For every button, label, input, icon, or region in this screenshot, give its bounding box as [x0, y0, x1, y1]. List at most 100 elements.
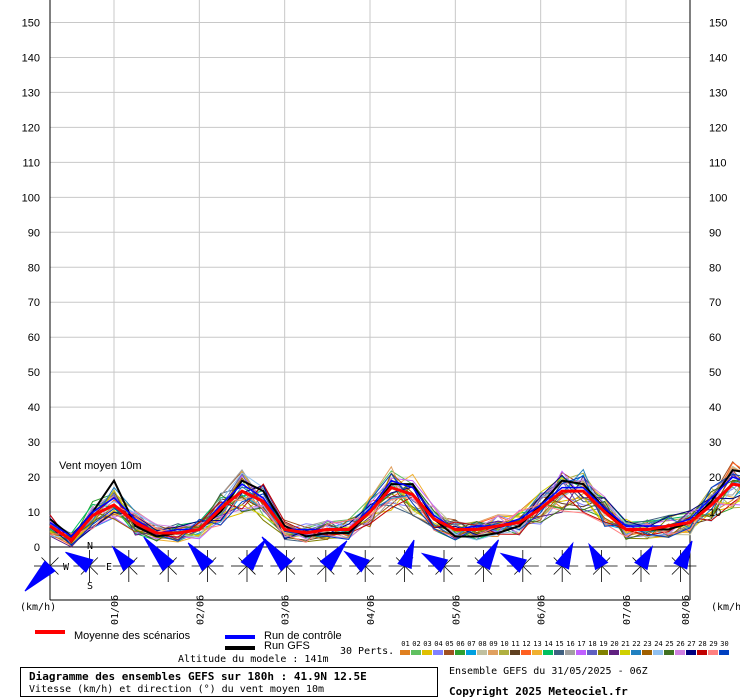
pert-number: 01: [401, 640, 410, 648]
y-tick-label-right: 140: [709, 52, 727, 64]
perts-numbers: 01 02 03 04 05 06 07 08 09 10 11 12 13 14 15 16 17 18 19 20…: [400, 640, 730, 648]
run-info: Ensemble GEFS du 31/05/2025 - 06Z: [449, 666, 648, 677]
y-tick-label-right: 60: [709, 332, 721, 344]
y-tick-label-left: 140: [22, 52, 40, 64]
rose-spoke: [286, 565, 296, 575]
pert-number: 13: [533, 640, 542, 648]
wind-arrow: [24, 560, 56, 592]
y-tick-label-right: 40: [709, 402, 721, 414]
compass-e: E: [106, 562, 112, 573]
wind-rose: [467, 539, 500, 582]
y-tick-label-right: 70: [709, 297, 721, 309]
pert-color: [697, 650, 707, 655]
pert-number: 17: [577, 640, 586, 648]
title-box: Diagramme des ensembles GEFS sur 180h : …: [20, 667, 438, 697]
wind-arrow: [673, 540, 693, 570]
wind-rose: [343, 550, 382, 582]
y-tick-label-left: 110: [22, 157, 40, 169]
wind-rose: [664, 540, 697, 582]
y-tick-label-right: 130: [709, 87, 727, 99]
y-tick-label-left: 0: [34, 542, 40, 554]
pert-number: 23: [643, 640, 652, 648]
pert-number: 15: [555, 640, 564, 648]
wind-arrow: [240, 538, 267, 571]
pert-number: 06: [456, 640, 465, 648]
wind-rose: [65, 550, 106, 582]
pert-color: [488, 650, 498, 655]
legend-control-swatch: [225, 635, 255, 639]
perturbation-line: [49, 490, 740, 543]
pert-color: [543, 650, 553, 655]
rose-spoke: [561, 565, 571, 575]
pert-color: [664, 650, 674, 655]
pert-number: 04: [434, 640, 443, 648]
wind-arrow: [143, 536, 175, 572]
pert-color: [631, 650, 641, 655]
y-tick-label-right: 120: [709, 122, 727, 134]
x-tick-label: 08/06: [681, 595, 692, 625]
pert-color: [642, 650, 652, 655]
rose-spoke: [89, 557, 99, 567]
pert-color: [433, 650, 443, 655]
y-tick-label-left: 20: [28, 472, 40, 484]
chart-grid: [49, 0, 691, 601]
pert-color: [554, 650, 564, 655]
wind-rose: [499, 550, 539, 582]
rose-spoke: [522, 557, 532, 567]
pert-color: [653, 650, 663, 655]
y-tick-label-left: 50: [28, 367, 40, 379]
pert-color: [477, 650, 487, 655]
wind-arrow: [187, 542, 214, 572]
wind-rose: [420, 550, 460, 582]
wind-arrow: [343, 550, 371, 573]
wind-rose: [388, 539, 421, 582]
pert-number: 14: [544, 640, 553, 648]
pert-number: 28: [698, 640, 707, 648]
legend-mean-swatch: [35, 630, 65, 634]
compass-s: S: [87, 581, 93, 592]
wind-rose: [143, 536, 185, 582]
wind-arrow: [555, 541, 574, 570]
y-tick-label-left: 10: [28, 507, 40, 519]
wind-arrow: [420, 552, 449, 573]
rose-spoke: [671, 565, 681, 575]
y-tick-label-left: 60: [28, 332, 40, 344]
pert-color: [422, 650, 432, 655]
wind-rose: [231, 538, 267, 582]
pert-number: 18: [588, 640, 597, 648]
perturbation-line: [49, 474, 740, 546]
pert-number: 30: [720, 640, 729, 648]
pert-color: [532, 650, 542, 655]
pert-number: 05: [445, 640, 454, 648]
y-tick-label-right: 10: [709, 507, 721, 519]
rose-spoke: [238, 565, 248, 575]
pert-number: 16: [566, 640, 575, 648]
y-tick-label-right: 110: [709, 157, 727, 169]
compass-n: N: [87, 541, 93, 552]
compass-w: W: [63, 562, 70, 573]
x-tick-label: 01/06: [110, 595, 121, 625]
rose-spoke: [592, 565, 602, 575]
legend-gfs-swatch: [225, 646, 255, 650]
rose-spoke: [522, 565, 532, 575]
rose-spoke: [443, 565, 453, 575]
wind-rose: [546, 541, 579, 582]
pert-number: 03: [423, 640, 432, 648]
wind-rose: [111, 545, 145, 582]
y-tick-label-left: 100: [22, 192, 40, 204]
copyright: Copyright 2025 Meteociel.fr: [449, 685, 628, 698]
pert-number: 20: [610, 640, 619, 648]
rose-spoke: [632, 565, 642, 575]
pert-number: 08: [478, 640, 487, 648]
wind-arrow: [261, 536, 293, 572]
pert-color: [675, 650, 685, 655]
y-tick-label-left: 40: [28, 402, 40, 414]
legend-gfs-label: Run GFS: [264, 640, 310, 652]
y-tick-label-right: 20: [709, 472, 721, 484]
pert-number: 27: [687, 640, 696, 648]
y-unit-left: (km/h): [20, 602, 56, 613]
y-tick-label-right: 100: [709, 192, 727, 204]
x-tick-label: 04/06: [366, 595, 377, 625]
pert-color: [565, 650, 575, 655]
